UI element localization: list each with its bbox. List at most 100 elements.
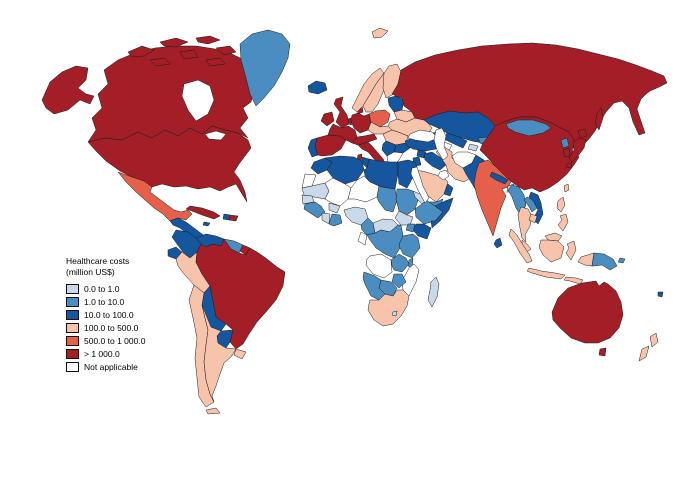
country-iraq [423,151,447,171]
country-indonesia [538,239,565,263]
country-canada [149,57,171,67]
legend-row: 100.0 to 500.0 [66,321,186,334]
black-sea-water [407,129,439,143]
country-tajikistan [467,143,479,152]
country-oman [443,183,454,197]
country-malaysia [544,232,563,242]
legend-swatch [66,348,79,359]
country-thailand [517,206,533,243]
legend-swatch [66,296,79,307]
country-canada [215,45,237,56]
legend-swatch [66,309,79,320]
legend-swatch [66,361,79,372]
map-legend: Healthcare costs (million US$) 0.0 to 1.… [66,256,186,373]
country-canada [195,35,221,45]
country-tanzania [398,233,421,259]
caspian-sea-water [433,127,449,161]
country-egypt [397,159,418,189]
country-estonia-latvia-lithuania [387,95,405,113]
country-zimbabwe [391,273,407,289]
country-new-zealand [649,332,659,348]
country-mali [324,177,352,207]
country-mexico [117,171,193,222]
country-russia [594,107,604,131]
country-north-korea [560,137,570,149]
country-canada [87,45,255,143]
country-indonesia [563,276,584,285]
country-philippines [556,196,566,213]
country-papua-new-guinea [591,252,618,271]
legend-label: 1.0 to 10.0 [84,296,125,307]
legend-label: 0.0 to 1.0 [84,283,120,294]
country-gabon-congo [357,231,368,246]
country-norway [371,27,389,39]
legend-row: 500.0 to 1 000.0 [66,334,186,347]
country-greenland [239,29,291,107]
country-guinea-region [303,201,326,219]
country-canada [127,45,155,58]
country-philippines [557,213,569,232]
country-indonesia [508,228,533,264]
legend-row: 0.0 to 1.0 [66,282,186,295]
country-sri-lanka [493,237,503,249]
country-uganda [405,223,416,233]
legend-row: 10.0 to 100.0 [66,308,186,321]
country-australia [551,280,624,344]
persian-gulf-water [437,169,450,181]
country-madagascar [427,276,440,308]
country-ireland [320,111,335,127]
country-united-states [41,65,95,115]
country-fiji [657,291,664,298]
country-new-zealand [638,345,650,362]
country-australia [598,347,607,357]
legend-label: 500.0 to 1 000.0 [84,335,146,346]
country-united-kingdom [333,96,350,129]
legend-label: > 1 000.0 [84,348,120,359]
country-cambodia [528,213,538,224]
country-iceland [307,80,328,95]
country-lesotho [391,310,398,317]
country-papua-new-guinea [617,257,626,264]
country-mongolia [505,119,552,137]
country-cuba [185,205,221,220]
legend-title-line2: (million US$) [66,267,115,278]
country-japan [568,137,587,163]
country-canada [179,49,199,60]
country-uruguay [233,348,247,360]
hudson-bay-water [181,79,215,122]
legend-label: 10.0 to 100.0 [84,309,134,320]
country-angola [365,253,393,279]
legend-swatch [66,335,79,346]
legend-row: Not applicable [66,360,186,373]
country-spain [314,134,347,157]
country-argentina [205,407,221,415]
legend-title-line1: Healthcare costs [66,256,130,266]
legend-row: 1.0 to 10.0 [66,295,186,308]
country-japan [577,128,588,139]
country-south-africa [367,289,410,327]
country-chad [376,185,398,213]
country-argentina [201,304,237,403]
country-cote-d-ivoire [321,212,331,225]
country-nepal [489,171,509,185]
country-syria [416,149,427,159]
country-jamaica [202,221,211,227]
country-somalia [430,197,454,229]
country-zambia [390,253,410,273]
country-china [479,116,580,193]
great-lakes-water [204,130,227,141]
legend-swatch [66,283,79,294]
legend-row: > 1 000.0 [66,347,186,360]
country-canada [159,37,189,48]
legend-items: 0.0 to 1.0 1.0 to 10.0 10.0 to 100.0 100.0 … [66,282,186,373]
country-indonesia [565,240,577,261]
red-sea-water [410,166,430,204]
legend-swatch [66,322,79,333]
country-indonesia [577,252,595,267]
country-dominican-republic [228,214,239,222]
legend-label: 100.0 to 500.0 [84,322,139,333]
country-canada [205,57,226,67]
country-japan [565,161,573,169]
